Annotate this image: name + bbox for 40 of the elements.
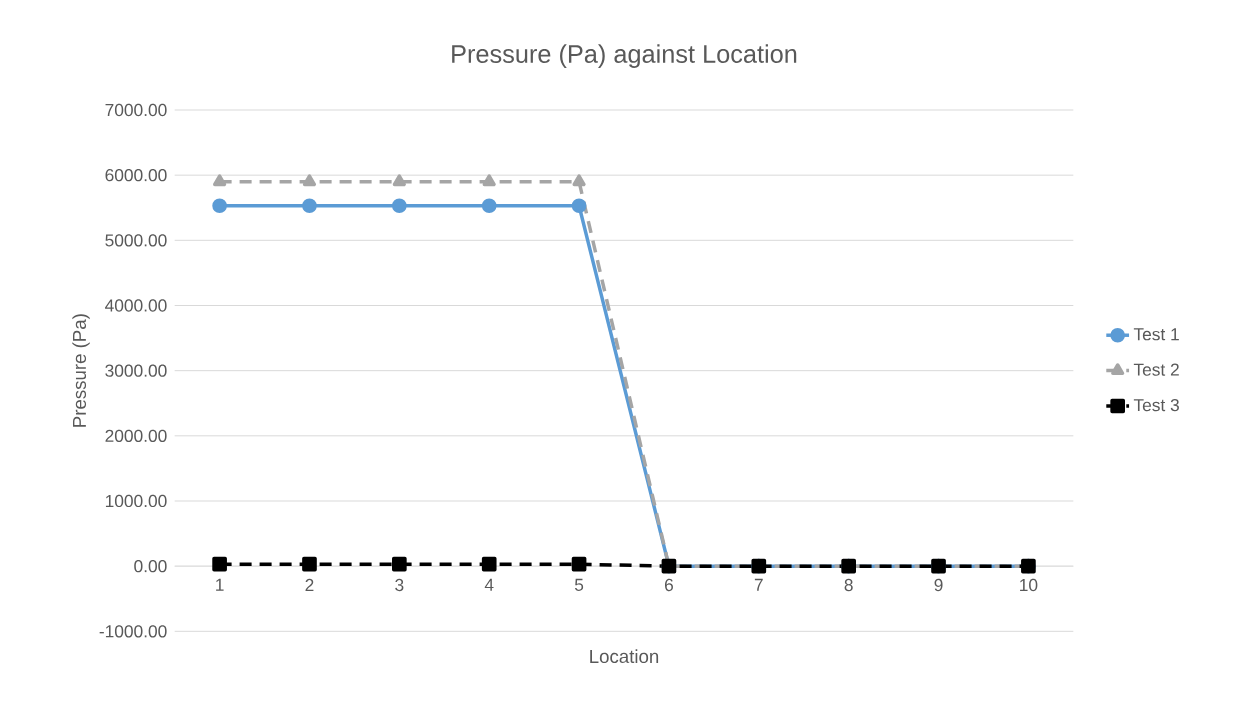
- y-tick-label: -1000.00: [99, 625, 167, 638]
- x-tick-label: 1: [216, 578, 224, 591]
- x-tick-label: 5: [574, 578, 584, 591]
- x-tick-label: 6: [664, 578, 673, 592]
- point: [392, 556, 407, 572]
- point: [572, 174, 586, 187]
- point: [392, 198, 407, 214]
- chart-title: Pressure (Pa) against Location: [452, 44, 797, 68]
- y-tick-label: 2000.00: [105, 429, 167, 442]
- y-tick-label: 5000.00: [105, 234, 167, 247]
- y-tick-label: 1000.00: [105, 494, 167, 508]
- y-tick-label: 6000.00: [105, 169, 167, 182]
- x-tick-label: 4: [484, 578, 494, 591]
- x-axis-title: Location: [590, 649, 659, 664]
- legend-label: Test 1: [1133, 328, 1179, 341]
- legend-label: Test 3: [1133, 398, 1179, 412]
- point: [571, 556, 587, 572]
- point: [212, 556, 227, 572]
- x-tick-label: 9: [934, 578, 943, 592]
- point: [482, 174, 496, 187]
- point: [212, 198, 227, 214]
- y-tick-label: 3000.00: [105, 364, 167, 377]
- point: [302, 556, 317, 572]
- point: [481, 556, 497, 572]
- y-tick-label: 0.00: [134, 560, 167, 573]
- y-axis-title: Pressure (Pa): [72, 314, 90, 427]
- point: [481, 198, 497, 214]
- x-tick-label: 8: [844, 578, 853, 592]
- y-tick-label: 4000.00: [105, 299, 167, 312]
- point: [392, 174, 406, 187]
- y-tick-label: 7000.00: [105, 103, 167, 117]
- legend-label: Test 2: [1133, 363, 1179, 376]
- point: [302, 198, 317, 214]
- x-tick-label: 10: [1020, 578, 1038, 592]
- point: [213, 174, 227, 187]
- point: [571, 198, 587, 214]
- x-tick-label: 7: [754, 578, 763, 591]
- x-tick-label: 3: [395, 578, 404, 592]
- point: [302, 174, 317, 187]
- x-tick-label: 2: [305, 578, 314, 591]
